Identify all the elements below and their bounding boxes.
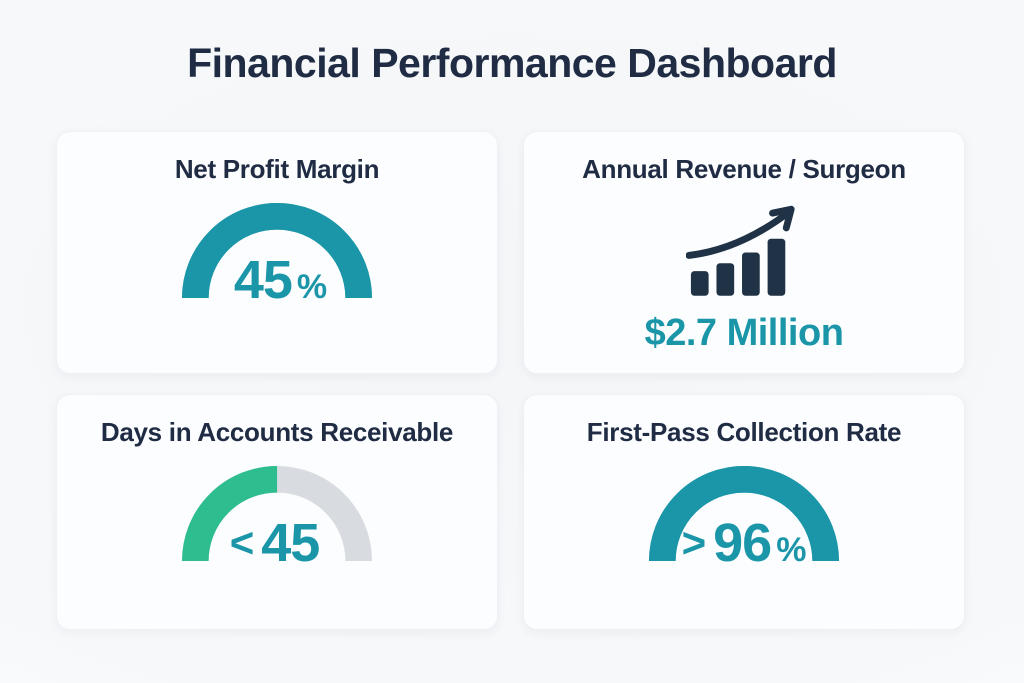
metric-value: >96% <box>569 516 919 570</box>
page-title: Financial Performance Dashboard <box>187 40 837 86</box>
metric-value: $2.7 Million <box>644 312 844 354</box>
card-net-profit-margin: Net Profit Margin 45% <box>56 131 498 374</box>
value-number: 96 <box>713 513 772 573</box>
card-first-pass-collection-rate: First-Pass Collection Rate >96% <box>523 394 965 630</box>
metric-cards-grid: Net Profit Margin 45% Annual Revenue / S… <box>56 131 965 630</box>
gauge-net-profit-margin: 45% <box>182 203 372 307</box>
card-annual-revenue-per-surgeon: Annual Revenue / Surgeon $2.7 Million <box>523 131 965 374</box>
metric-title: Annual Revenue / Surgeon <box>582 154 906 184</box>
growth-arrow <box>686 205 795 259</box>
metric-title: Net Profit Margin <box>174 154 380 184</box>
metric-value: <45 <box>102 516 452 570</box>
growth-chart-icon <box>686 205 795 296</box>
value-prefix: > <box>681 519 707 566</box>
card-days-in-accounts-receivable: Days in Accounts Receivable <45 <box>56 394 498 630</box>
bar-chart-bars <box>690 238 786 296</box>
value-suffix: % <box>776 531 807 569</box>
gauge-days-in-accounts-receivable: <45 <box>182 466 372 570</box>
metric-title: First-Pass Collection Rate <box>586 417 902 447</box>
metric-title: Days in Accounts Receivable <box>100 417 454 447</box>
value-number: 45 <box>233 250 293 310</box>
value-prefix: < <box>229 519 255 566</box>
value-number: 45 <box>261 513 320 573</box>
value-suffix: % <box>296 268 328 306</box>
metric-value: 45% <box>102 253 452 307</box>
gauge-first-pass-collection-rate: >96% <box>649 466 839 570</box>
